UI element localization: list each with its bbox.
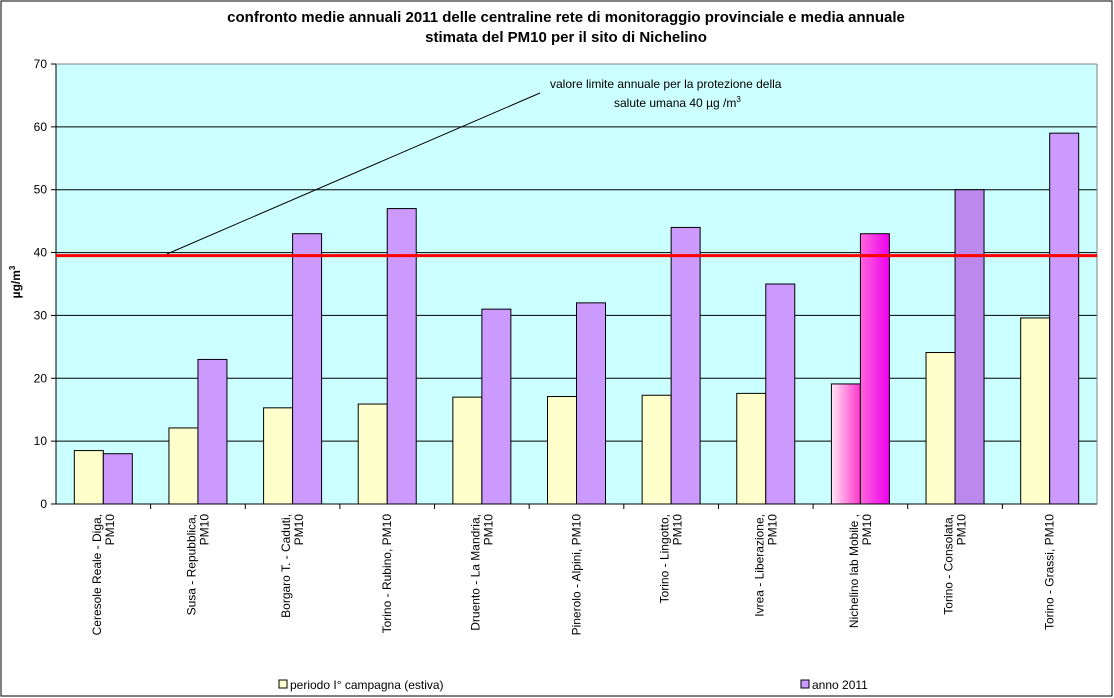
y-tick-label-70: 70 xyxy=(34,57,48,71)
bar-series2-cat7 xyxy=(765,283,796,505)
annotation-superscript: 3 xyxy=(736,95,741,104)
category-label-7-1: PM10 xyxy=(765,514,779,546)
category-label-6-1: PM10 xyxy=(671,514,685,546)
bar-series2-cat3 xyxy=(386,208,417,505)
category-label-6-0: Torino - Lingotto, xyxy=(658,514,672,603)
bar-series1-cat8 xyxy=(830,383,861,505)
y-tick-label-60: 60 xyxy=(34,120,48,134)
legend-swatch-series-1 xyxy=(278,679,288,689)
bar-series2-cat9 xyxy=(954,189,985,505)
bar-series2-cat5 xyxy=(576,302,606,505)
bar-series2-cat4 xyxy=(481,308,512,505)
category-label-3-0: Torino - Rubino, PM10 xyxy=(380,514,394,634)
bar-series1-cat2 xyxy=(263,407,294,505)
y-axis-label: µg/m3 xyxy=(8,265,23,298)
bar-series2-cat8 xyxy=(859,233,890,505)
category-label-9-0: Torino - Consolata, xyxy=(942,514,956,615)
annotation-line-1: valore limite annuale per la protezione … xyxy=(550,77,782,91)
bar-series2-cat6 xyxy=(670,226,701,505)
annotation-line-2: salute umana 40 µg /m3 xyxy=(614,95,741,110)
y-tick-label-20: 20 xyxy=(34,371,48,385)
annotation-leader-line xyxy=(166,92,541,255)
legend-swatch-series-2 xyxy=(800,679,810,689)
bar-series2-cat10 xyxy=(1049,132,1080,505)
category-label-8-1: PM10 xyxy=(860,514,874,546)
chart-title-line-2: stimata del PM10 per il sito di Nichelin… xyxy=(425,29,707,46)
category-label-9-1: PM10 xyxy=(955,514,969,546)
category-label-10-0: Torino - Grassi, PM10 xyxy=(1043,514,1057,630)
y-tick-label-0: 0 xyxy=(40,497,47,511)
category-label-5-0: Pinerolo - Alpini, PM10 xyxy=(570,514,584,636)
category-label-0-1: PM10 xyxy=(103,514,117,546)
legend-label-series-2: anno 2011 xyxy=(812,678,868,692)
category-label-1-1: PM10 xyxy=(197,514,211,546)
bar-series2-cat1 xyxy=(197,358,228,505)
bar-series1-cat4 xyxy=(452,396,483,505)
bar-series1-cat9 xyxy=(925,352,956,505)
bar-series1-cat10 xyxy=(1020,317,1051,505)
y-tick-label-30: 30 xyxy=(34,308,48,322)
bar-series1-cat7 xyxy=(736,392,767,505)
legend: periodo I° campagna (estiva) anno 2011 xyxy=(278,678,868,692)
bar-series1-cat1 xyxy=(168,427,199,505)
bar-series2-cat0 xyxy=(102,453,133,505)
category-label-8-0: Nichelino lab Mobile , xyxy=(847,514,861,628)
y-axis-label-text: µg/m xyxy=(9,270,23,298)
category-label-4-0: Druento - La Mandria, xyxy=(468,514,482,631)
y-axis-label-superscript: 3 xyxy=(8,265,17,270)
bar-series1-cat3 xyxy=(357,403,388,505)
bar-series1-cat6 xyxy=(641,394,672,505)
category-label-4-1: PM10 xyxy=(481,514,495,546)
bar-series1-cat0 xyxy=(73,450,104,505)
category-label-1-0: Susa - Repubblica, xyxy=(184,514,198,615)
annotation-line-2-text: salute umana 40 µg /m xyxy=(614,96,736,110)
category-label-2-0: Borgaro T. - Caduti, xyxy=(279,514,293,618)
category-label-2-1: PM10 xyxy=(292,514,306,546)
category-label-7-0: Ivrea - Liberazione, xyxy=(752,514,766,617)
legend-label-series-1: periodo I° campagna (estiva) xyxy=(290,678,444,692)
bar-series2-cat2 xyxy=(292,233,323,505)
y-tick-label-40: 40 xyxy=(34,246,48,260)
y-tick-label-50: 50 xyxy=(34,183,48,197)
bar-series1-cat5 xyxy=(547,396,577,505)
category-label-0-0: Ceresole Reale - Diga, xyxy=(90,514,104,635)
chart-title-line-1: confronto medie annuali 2011 delle centr… xyxy=(227,9,905,26)
y-tick-label-10: 10 xyxy=(34,434,48,448)
